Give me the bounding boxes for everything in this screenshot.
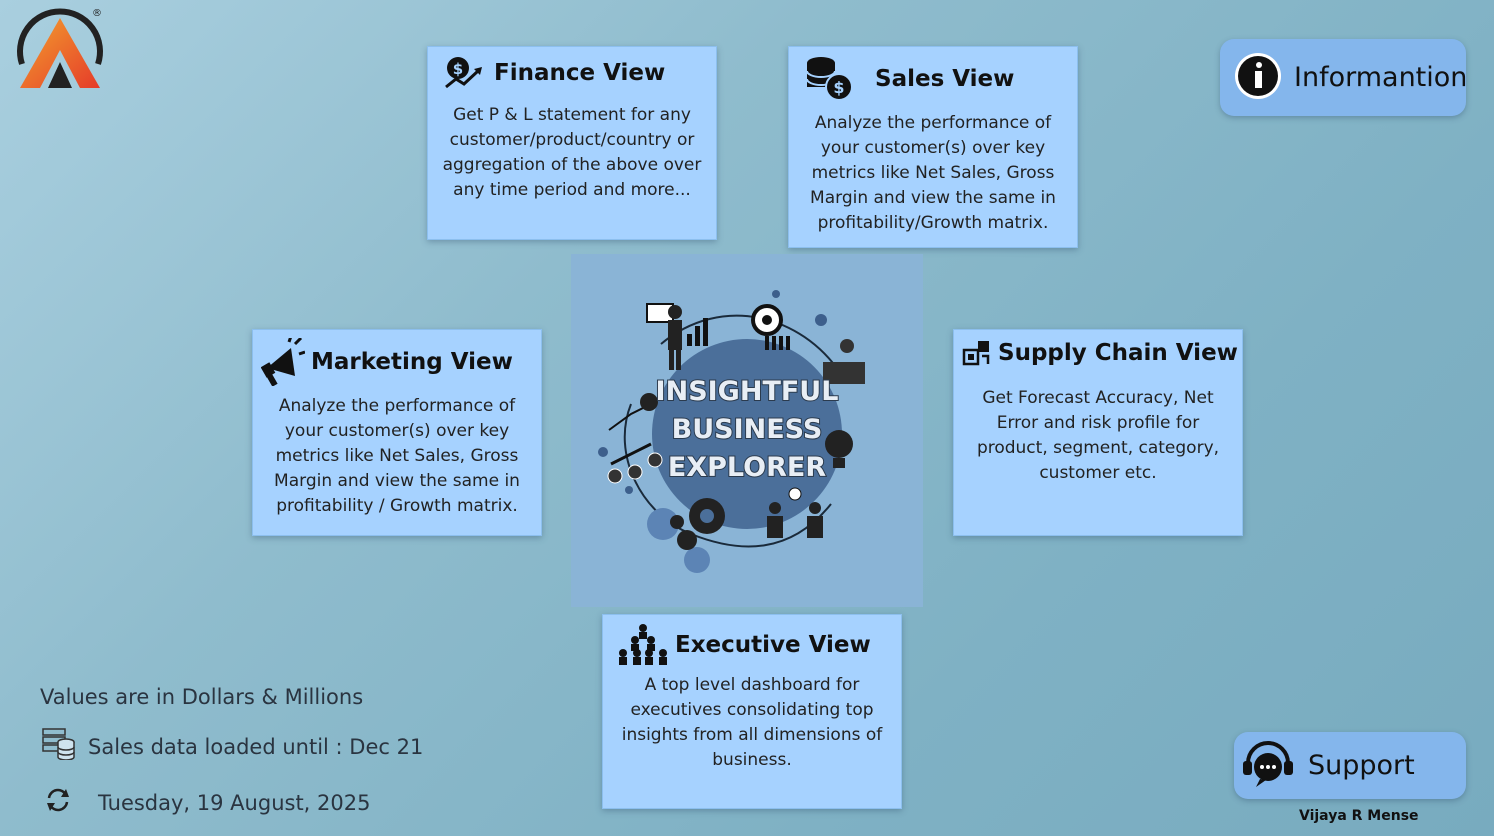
sales-view-title: Sales View <box>875 66 1015 92</box>
center-title-line1: INSIGHTFUL <box>656 376 839 407</box>
sales-view-description: Analyze the performance of your customer… <box>810 113 1056 233</box>
executive-pyramid-icon <box>615 623 671 667</box>
finance-view-description: Get P & L statement for any customer/pro… <box>442 105 702 200</box>
svg-text:$: $ <box>833 78 844 97</box>
company-logo: ® <box>14 4 106 92</box>
marketing-view-card[interactable]: Marketing View Analyze the performance o… <box>252 329 542 536</box>
atliq-logo-icon: ® <box>17 8 103 88</box>
center-title-line3: EXPLORER <box>668 452 826 483</box>
finance-view-title: Finance View <box>494 60 666 86</box>
supply-chain-icon <box>962 338 992 368</box>
supply-chain-view-card[interactable]: Supply Chain View Get Forecast Accuracy,… <box>953 329 1243 536</box>
marketing-view-description: Analyze the performance of your customer… <box>274 396 520 516</box>
executive-view-card[interactable]: Executive View A top level dashboard for… <box>602 614 902 809</box>
values-units-note: Values are in Dollars & Millions <box>40 685 364 709</box>
executive-view-description: A top level dashboard for executives con… <box>621 675 883 770</box>
author-credit: Vijaya R Mense <box>1299 808 1419 824</box>
current-date-row: Tuesday, 19 August, 2025 <box>44 786 370 819</box>
finance-view-card[interactable]: $ Finance View Get P & L statement for a… <box>427 46 717 240</box>
svg-text:®: ® <box>92 8 102 19</box>
support-button[interactable]: Support <box>1234 732 1466 799</box>
svg-text:$: $ <box>453 60 463 78</box>
insightful-business-explorer-graphic: INSIGHTFUL BUSINESS EXPLORER <box>571 254 923 607</box>
supply-chain-view-title: Supply Chain View <box>998 340 1238 366</box>
support-chat-icon <box>1240 739 1296 793</box>
info-icon <box>1234 52 1282 104</box>
data-loaded-text: Sales data loaded until : Dec 21 <box>88 734 424 759</box>
information-button-label: Informantion <box>1294 62 1468 93</box>
refresh-icon[interactable] <box>44 786 72 819</box>
coins-dollar-icon: $ <box>805 55 855 103</box>
supply-chain-view-description: Get Forecast Accuracy, Net Error and ris… <box>976 388 1220 483</box>
marketing-view-title: Marketing View <box>311 349 513 375</box>
support-button-label: Support <box>1308 750 1415 781</box>
executive-view-title: Executive View <box>675 632 871 658</box>
center-title-line2: BUSINESS <box>672 414 823 445</box>
megaphone-icon <box>261 338 305 386</box>
sales-view-card[interactable]: $ Sales View Analyze the performance of … <box>788 46 1078 248</box>
current-date-text: Tuesday, 19 August, 2025 <box>98 790 371 815</box>
data-loaded-status: Sales data loaded until : Dec 21 <box>42 728 423 765</box>
dollar-chart-icon: $ <box>444 55 484 91</box>
information-button[interactable]: Informantion <box>1220 39 1468 116</box>
database-icon <box>42 728 76 765</box>
